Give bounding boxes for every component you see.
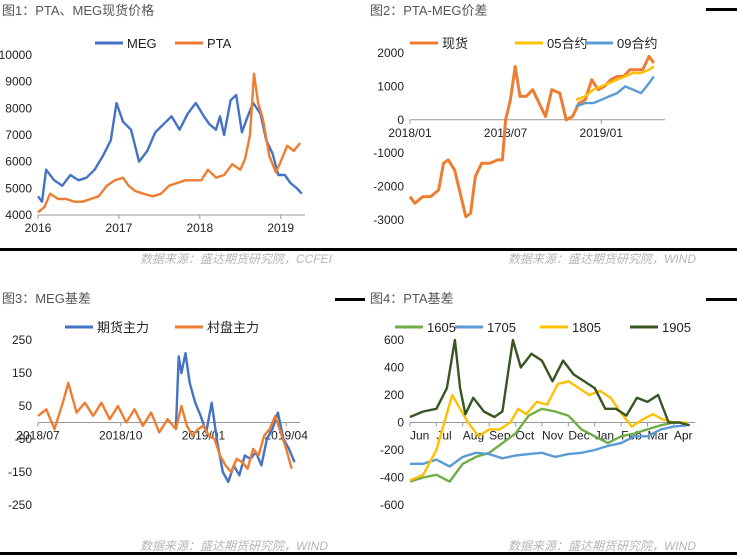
x-tick-label: 2016 xyxy=(25,221,52,235)
legend-label: PTA xyxy=(207,36,232,51)
series-line-09合约 xyxy=(575,75,655,108)
y-tick-label: 5000 xyxy=(5,181,32,195)
legend-label: 05合约 xyxy=(547,36,587,51)
y-tick-label: 0 xyxy=(397,113,404,127)
y-tick-label: 4000 xyxy=(5,208,32,222)
series-line-PTA xyxy=(37,72,302,214)
x-tick-label: 2017 xyxy=(106,221,133,235)
x-tick-label: 2018 xyxy=(186,221,213,235)
legend-label: 1705 xyxy=(487,320,516,335)
series-line-期货主力 xyxy=(174,352,296,484)
chart-title-c2: 图2：PTA-MEG价差 xyxy=(370,3,488,18)
y-tick-label: 8000 xyxy=(5,101,32,115)
y-tick-label: 9000 xyxy=(5,75,32,89)
x-tick-label: Nov xyxy=(542,429,563,443)
legend-label: 期货主力 xyxy=(97,320,149,335)
divider-top xyxy=(0,248,737,251)
legend-label: MEG xyxy=(127,36,157,51)
y-tick-label: -200 xyxy=(380,443,404,457)
series-line-现货 xyxy=(408,54,656,219)
y-tick-label: -50 xyxy=(15,432,33,446)
chart-c1: 4000 5000 6000 7000 8000 9000 10000 2016 2017 201… xyxy=(0,36,305,235)
source-top-left: 数据来源：盛达期货研究院，CCFEI xyxy=(140,252,333,266)
x-tick-label: 2018/07 xyxy=(16,429,60,443)
source-bottom-right: 数据来源：盛达期货研究院，WIND xyxy=(508,539,696,553)
x-tick-label: 2019/01 xyxy=(580,126,624,140)
x-tick-label: 2018/10 xyxy=(99,429,143,443)
chart-title-c4: 图4：PTA基差 xyxy=(370,291,454,306)
x-tick-label: Dec xyxy=(568,429,589,443)
y-tick-label: 6000 xyxy=(5,155,32,169)
legend-label: 1805 xyxy=(572,320,601,335)
source-bottom-left: 数据来源：盛达期货研究院，WIND xyxy=(140,539,328,553)
y-tick-label: 0 xyxy=(397,416,404,430)
series-line-1905 xyxy=(409,338,691,427)
y-tick-label: 10000 xyxy=(0,48,32,62)
legend-label: 1905 xyxy=(662,320,691,335)
legend-label: 09合约 xyxy=(617,36,657,51)
y-tick-label: 250 xyxy=(12,333,32,347)
series-line-村盘主力 xyxy=(37,381,293,474)
title-rule-c3 xyxy=(335,298,365,301)
y-tick-label: -150 xyxy=(8,465,32,479)
legend-label: 村盘主力 xyxy=(207,320,259,335)
source-top-right: 数据来源：盛达期货研究院，WIND xyxy=(508,252,696,266)
y-tick-label: -3000 xyxy=(373,213,404,227)
series-line-1805 xyxy=(409,380,688,482)
legend-label: 现货 xyxy=(442,36,468,51)
y-tick-label: -250 xyxy=(8,498,32,512)
x-tick-label: Jun xyxy=(410,429,429,443)
y-tick-label: 400 xyxy=(384,361,404,375)
title-rule-c4 xyxy=(706,298,737,301)
chart-title-c3: 图3：MEG基差 xyxy=(2,291,91,306)
y-tick-label: 50 xyxy=(19,399,33,413)
y-tick-label: -400 xyxy=(380,471,404,485)
x-tick-label: Apr xyxy=(674,429,693,443)
x-tick-label: Aug xyxy=(463,429,484,443)
y-tick-label: -2000 xyxy=(373,180,404,194)
y-tick-label: 200 xyxy=(384,388,404,402)
y-tick-label: 600 xyxy=(384,333,404,347)
legend-label: 1605 xyxy=(427,320,456,335)
y-tick-label: 2000 xyxy=(377,46,404,60)
x-tick-label: Oct xyxy=(516,429,535,443)
series-line-1705 xyxy=(410,424,688,468)
x-tick-label: 2019 xyxy=(267,221,294,235)
divider-bottom xyxy=(0,552,737,555)
chart-title-c1: 图1：PTA、MEG现货价格 xyxy=(2,3,155,18)
y-tick-label: 7000 xyxy=(5,128,32,142)
y-tick-label: -1000 xyxy=(373,146,404,160)
y-tick-label: 150 xyxy=(12,366,32,380)
x-tick-label: Sep xyxy=(489,429,511,443)
series-line-1605 xyxy=(409,407,675,483)
series-line-05合约 xyxy=(575,65,655,101)
x-tick-label: 2018/01 xyxy=(388,126,432,140)
x-tick-label: Mar xyxy=(648,429,669,443)
y-tick-label: 1000 xyxy=(377,79,404,93)
y-tick-label: -600 xyxy=(380,498,404,512)
x-tick-label: 2019/04 xyxy=(265,429,309,443)
title-rule-c2 xyxy=(706,8,737,11)
